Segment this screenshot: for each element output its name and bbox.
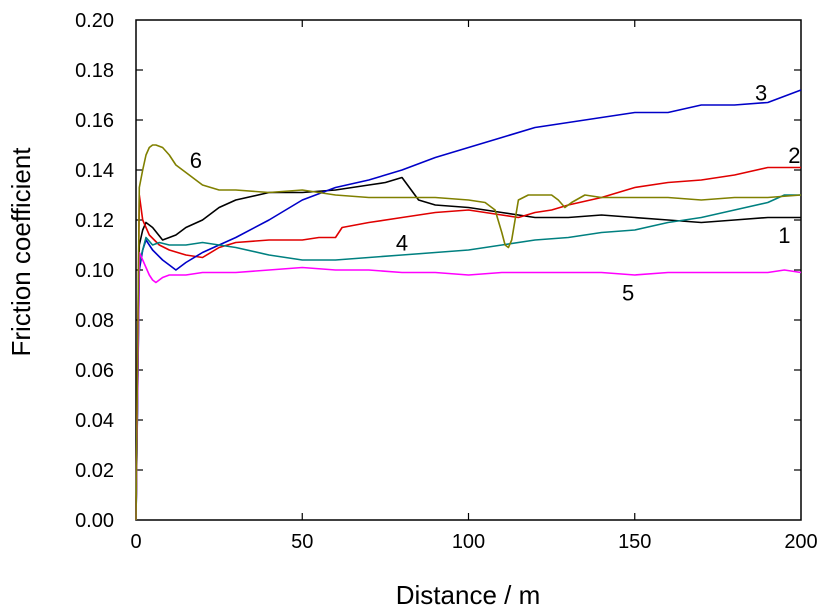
series-tag-3: 3 — [755, 81, 767, 106]
series-layer — [135, 89, 802, 521]
y-tick-label: 0.00 — [75, 510, 114, 532]
x-tick-label: 200 — [784, 531, 817, 553]
series-tag-2: 2 — [788, 143, 800, 168]
y-tick-label: 0.08 — [75, 310, 114, 332]
plot-frame — [135, 19, 802, 521]
y-axis-title: Friction coefficient — [6, 147, 36, 357]
y-tick-label: 0.06 — [75, 360, 114, 382]
y-tick-label: 0.16 — [75, 110, 114, 132]
x-tick-label: 100 — [452, 531, 485, 553]
y-tick-label: 0.04 — [75, 410, 114, 432]
x-tick-label: 0 — [130, 531, 141, 553]
y-tick-label: 0.14 — [75, 160, 114, 182]
series-tag-5: 5 — [622, 281, 634, 306]
series-tags: 1 2 3 4 5 6 — [190, 81, 801, 306]
series-line-1 — [135, 176, 801, 521]
series-line-2 — [135, 166, 801, 521]
y-tick-label: 0.02 — [75, 460, 114, 482]
series-tag-1: 1 — [778, 223, 790, 248]
y-tick-label: 0.20 — [75, 10, 114, 32]
series-tag-6: 6 — [190, 148, 202, 173]
series-line-3 — [135, 89, 802, 521]
x-tick-label: 150 — [618, 531, 651, 553]
series-line-5 — [135, 251, 802, 521]
series-tag-4: 4 — [396, 231, 408, 256]
x-axis-title: Distance / m — [396, 580, 541, 610]
y-tick-label: 0.12 — [75, 210, 114, 232]
series-line-6 — [135, 144, 802, 521]
x-axis: 0 50 100 150 200 — [130, 20, 818, 553]
y-tick-label: 0.18 — [75, 60, 114, 82]
y-axis: 0.00 0.02 0.04 0.06 0.08 0.10 0.12 0.14 0.16 0.18… — [75, 10, 801, 532]
x-tick-label: 50 — [291, 531, 313, 553]
y-tick-label: 0.10 — [75, 260, 114, 282]
series-line-4 — [135, 194, 801, 521]
